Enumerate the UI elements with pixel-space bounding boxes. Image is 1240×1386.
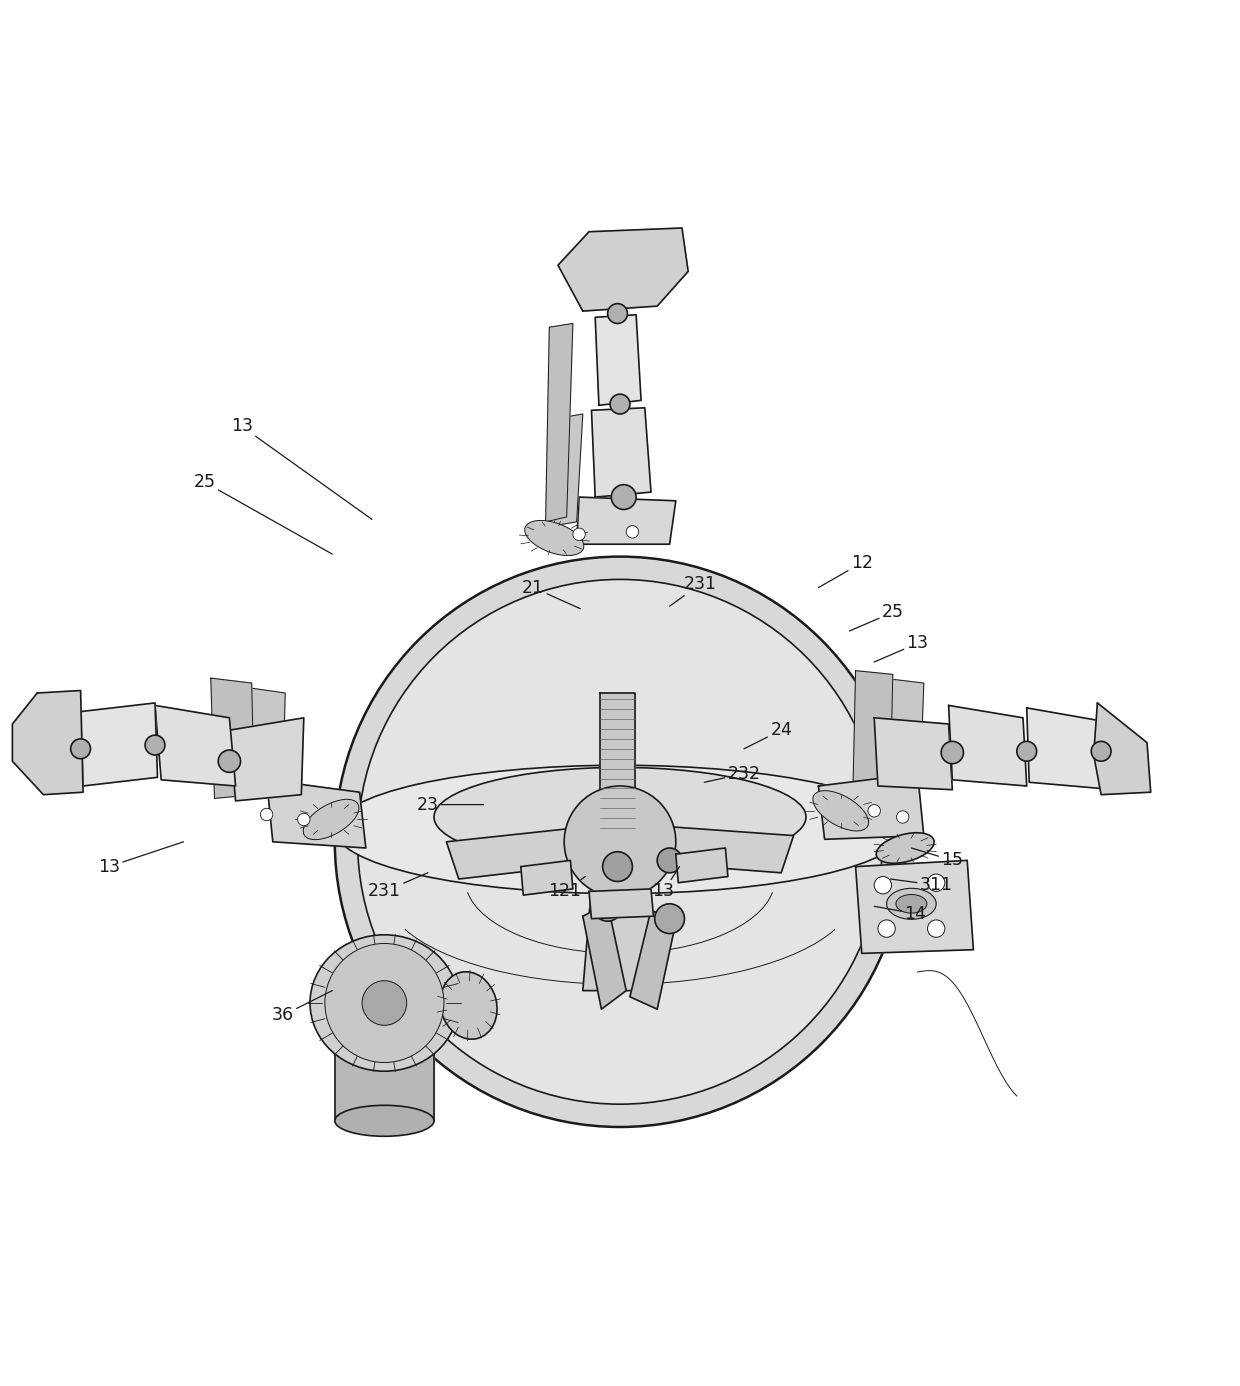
Circle shape xyxy=(878,920,895,937)
Circle shape xyxy=(362,981,407,1026)
Text: 13: 13 xyxy=(874,635,929,663)
Text: 231: 231 xyxy=(670,575,717,606)
Polygon shape xyxy=(600,693,635,854)
Polygon shape xyxy=(949,705,1027,786)
Polygon shape xyxy=(229,718,304,801)
Polygon shape xyxy=(267,780,366,848)
Circle shape xyxy=(1017,742,1037,761)
Text: 24: 24 xyxy=(744,721,792,748)
Polygon shape xyxy=(620,823,794,873)
Circle shape xyxy=(593,891,622,922)
Circle shape xyxy=(603,852,632,881)
Polygon shape xyxy=(676,848,728,883)
Polygon shape xyxy=(554,414,583,525)
Ellipse shape xyxy=(895,894,928,913)
Circle shape xyxy=(260,808,273,821)
Polygon shape xyxy=(521,861,573,895)
Ellipse shape xyxy=(813,790,868,832)
Polygon shape xyxy=(593,854,642,881)
Circle shape xyxy=(298,814,310,826)
Text: 12: 12 xyxy=(818,554,873,588)
Ellipse shape xyxy=(335,765,905,894)
Polygon shape xyxy=(577,498,676,545)
Polygon shape xyxy=(446,823,620,879)
Polygon shape xyxy=(155,705,236,786)
Ellipse shape xyxy=(304,800,358,840)
Circle shape xyxy=(71,739,91,758)
Circle shape xyxy=(868,805,880,816)
Circle shape xyxy=(325,944,444,1063)
Circle shape xyxy=(928,875,945,891)
Polygon shape xyxy=(583,841,657,991)
Polygon shape xyxy=(1094,703,1151,794)
Text: 25: 25 xyxy=(849,603,904,631)
Polygon shape xyxy=(12,690,83,794)
Polygon shape xyxy=(818,773,924,840)
Circle shape xyxy=(626,525,639,538)
Circle shape xyxy=(1091,742,1111,761)
Circle shape xyxy=(608,304,627,323)
Circle shape xyxy=(573,528,585,541)
Circle shape xyxy=(874,876,892,894)
Circle shape xyxy=(564,786,676,898)
Polygon shape xyxy=(583,904,626,1009)
Circle shape xyxy=(897,811,909,823)
Circle shape xyxy=(655,904,684,934)
Text: 232: 232 xyxy=(704,765,760,783)
Circle shape xyxy=(335,557,905,1127)
Polygon shape xyxy=(874,718,952,790)
Polygon shape xyxy=(558,229,688,310)
Ellipse shape xyxy=(434,768,806,866)
Polygon shape xyxy=(546,323,573,523)
Polygon shape xyxy=(853,671,893,784)
Circle shape xyxy=(218,750,241,772)
Text: 15: 15 xyxy=(911,848,963,869)
Circle shape xyxy=(145,735,165,755)
Polygon shape xyxy=(595,315,641,405)
Ellipse shape xyxy=(310,934,459,1071)
Polygon shape xyxy=(591,407,651,498)
Polygon shape xyxy=(242,687,285,798)
Text: 13: 13 xyxy=(231,417,372,520)
Polygon shape xyxy=(856,861,973,954)
Polygon shape xyxy=(335,1041,434,1121)
Polygon shape xyxy=(81,703,157,786)
Polygon shape xyxy=(589,888,653,919)
Text: 36: 36 xyxy=(272,991,332,1024)
Circle shape xyxy=(657,848,682,873)
Polygon shape xyxy=(630,911,676,1009)
Text: 25: 25 xyxy=(193,473,332,554)
Text: 23: 23 xyxy=(417,796,484,814)
Circle shape xyxy=(928,920,945,937)
Circle shape xyxy=(941,742,963,764)
Text: 231: 231 xyxy=(368,873,428,901)
Circle shape xyxy=(357,579,883,1105)
Text: 14: 14 xyxy=(874,905,926,923)
Text: 13: 13 xyxy=(652,866,680,901)
Ellipse shape xyxy=(335,1105,434,1137)
Text: 13: 13 xyxy=(98,841,184,876)
Ellipse shape xyxy=(440,972,497,1040)
Text: 311: 311 xyxy=(890,876,952,894)
Text: 121: 121 xyxy=(548,876,585,901)
Ellipse shape xyxy=(525,521,584,556)
Polygon shape xyxy=(880,678,924,786)
Polygon shape xyxy=(1027,708,1101,789)
Text: 21: 21 xyxy=(522,578,580,608)
Ellipse shape xyxy=(887,888,936,919)
Ellipse shape xyxy=(877,833,934,863)
Polygon shape xyxy=(211,678,254,798)
Ellipse shape xyxy=(335,1024,434,1056)
Circle shape xyxy=(610,394,630,414)
Circle shape xyxy=(611,485,636,510)
